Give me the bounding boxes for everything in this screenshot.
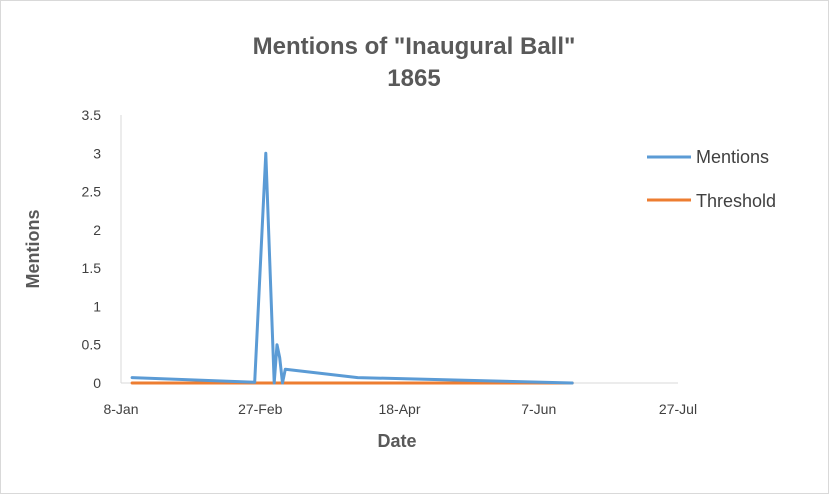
y-tick-label: 3 <box>93 145 101 161</box>
legend-label-threshold: Threshold <box>696 191 776 211</box>
y-axis-label: Mentions <box>23 210 43 289</box>
x-axis-label: Date <box>377 431 416 451</box>
x-axis: 8-Jan 27-Feb 18-Apr 7-Jun 27-Jul <box>103 382 697 417</box>
series-layer <box>130 151 574 385</box>
y-tick-label: 1.5 <box>82 260 102 276</box>
y-tick-label: 2.5 <box>82 184 102 200</box>
x-tick-label: 7-Jun <box>521 401 556 417</box>
y-tick-label: 0 <box>93 375 101 391</box>
y-tick-label: 0.5 <box>82 337 102 353</box>
chart-subtitle: 1865 <box>387 65 440 92</box>
x-tick-label: 18-Apr <box>378 401 420 417</box>
chart-title: Mentions of "Inaugural Ball" <box>253 33 576 60</box>
legend: Mentions Threshold <box>647 147 776 211</box>
y-tick-label: 1 <box>93 298 101 314</box>
x-tick-label: 8-Jan <box>103 401 138 417</box>
y-axis: 0 0.5 1 1.5 2 2.5 3 3.5 <box>82 107 122 391</box>
y-tick-label: 3.5 <box>82 107 102 123</box>
series-line-mentions <box>130 151 574 385</box>
x-tick-label: 27-Jul <box>659 401 697 417</box>
x-tick-label: 27-Feb <box>238 401 283 417</box>
y-tick-label: 2 <box>93 222 101 238</box>
legend-label-mentions: Mentions <box>696 147 769 167</box>
